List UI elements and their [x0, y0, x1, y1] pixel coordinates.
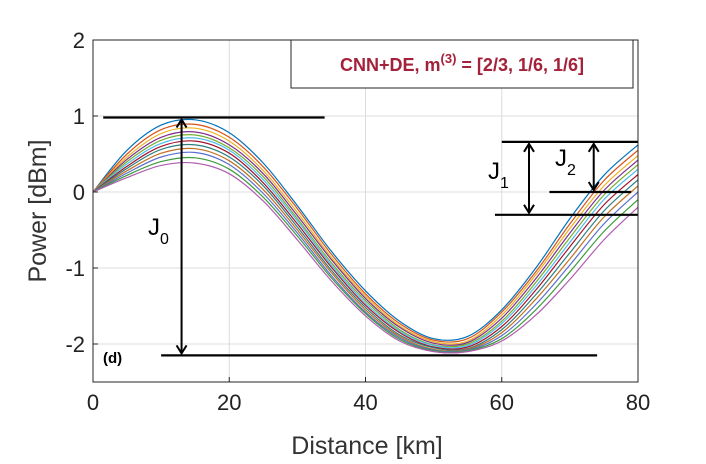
j1-label: J1 [488, 158, 509, 192]
x-tick-label: 40 [353, 390, 377, 415]
series-line-10 [92, 151, 639, 353]
j2-arrow-head-bottom [587, 181, 600, 192]
panel-label: (d) [103, 350, 122, 367]
series-line-7 [92, 140, 639, 350]
series-line-8 [92, 143, 639, 351]
y-tick-label: 0 [73, 180, 85, 205]
x-tick-label: 60 [490, 390, 514, 415]
x-tick-label: 0 [87, 390, 99, 415]
j2-arrow-head-top [587, 141, 600, 153]
y-tick-label: 2 [73, 28, 85, 53]
x-tick-label: 80 [626, 390, 650, 415]
legend-box [290, 39, 634, 89]
series-line-5 [92, 134, 639, 348]
j1-arrow-head-top [523, 141, 535, 153]
j0-label: J0 [148, 214, 169, 248]
y-tick-label: -2 [65, 332, 85, 357]
j1-arrow-head-bottom [523, 204, 535, 215]
series-line-12 [92, 161, 639, 354]
j0-arrow-head-bottom [175, 344, 188, 356]
grid-lines [92, 39, 639, 382]
series-line-9 [92, 147, 639, 352]
y-axis-label: Power [dBm] [24, 139, 52, 282]
x-axis-label: Distance [km] [291, 432, 442, 460]
series-line-4 [92, 131, 639, 346]
j0-arrow-head-top [175, 117, 188, 129]
legend-text: CNN+DE, m(3) = [2/3, 1/6, 1/6] [340, 51, 584, 75]
series-line-3 [92, 127, 639, 345]
reference-lines [103, 116, 638, 357]
series-line-1 [92, 118, 639, 341]
axis-ticks: 0 20 40 60 80 2 1 0 -1 -2 [65, 28, 650, 415]
j2-label: J2 [555, 145, 576, 179]
x-tick-label: 20 [217, 390, 241, 415]
y-tick-label: 1 [73, 104, 85, 129]
series-line-11 [92, 156, 639, 353]
annotation-arrows [175, 117, 600, 356]
y-tick-label: -1 [65, 256, 85, 281]
series-line-6 [92, 137, 639, 349]
